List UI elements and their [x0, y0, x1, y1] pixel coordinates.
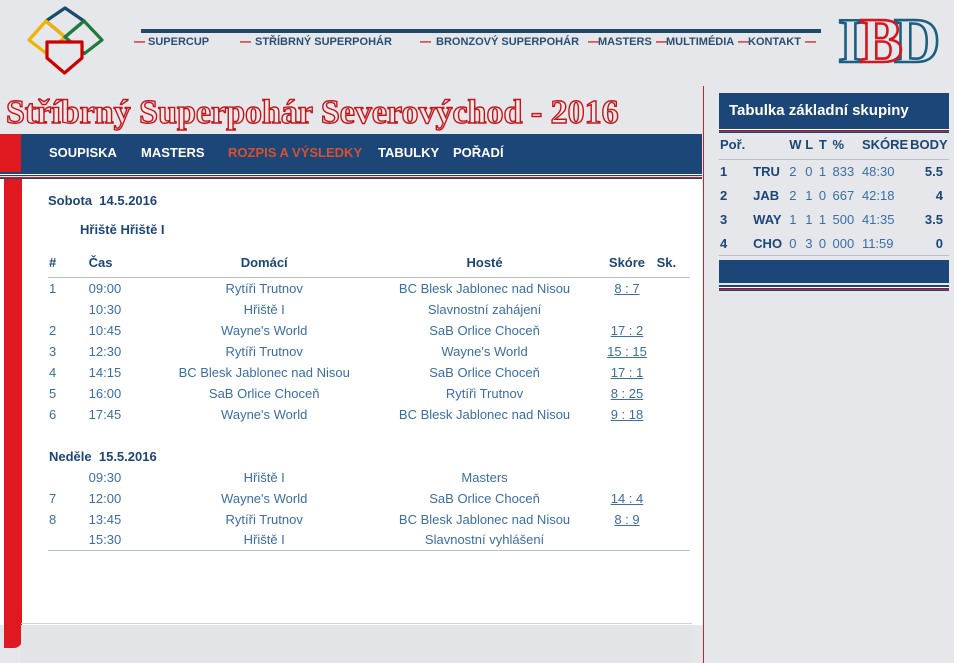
svg-text:B: B — [860, 6, 903, 76]
